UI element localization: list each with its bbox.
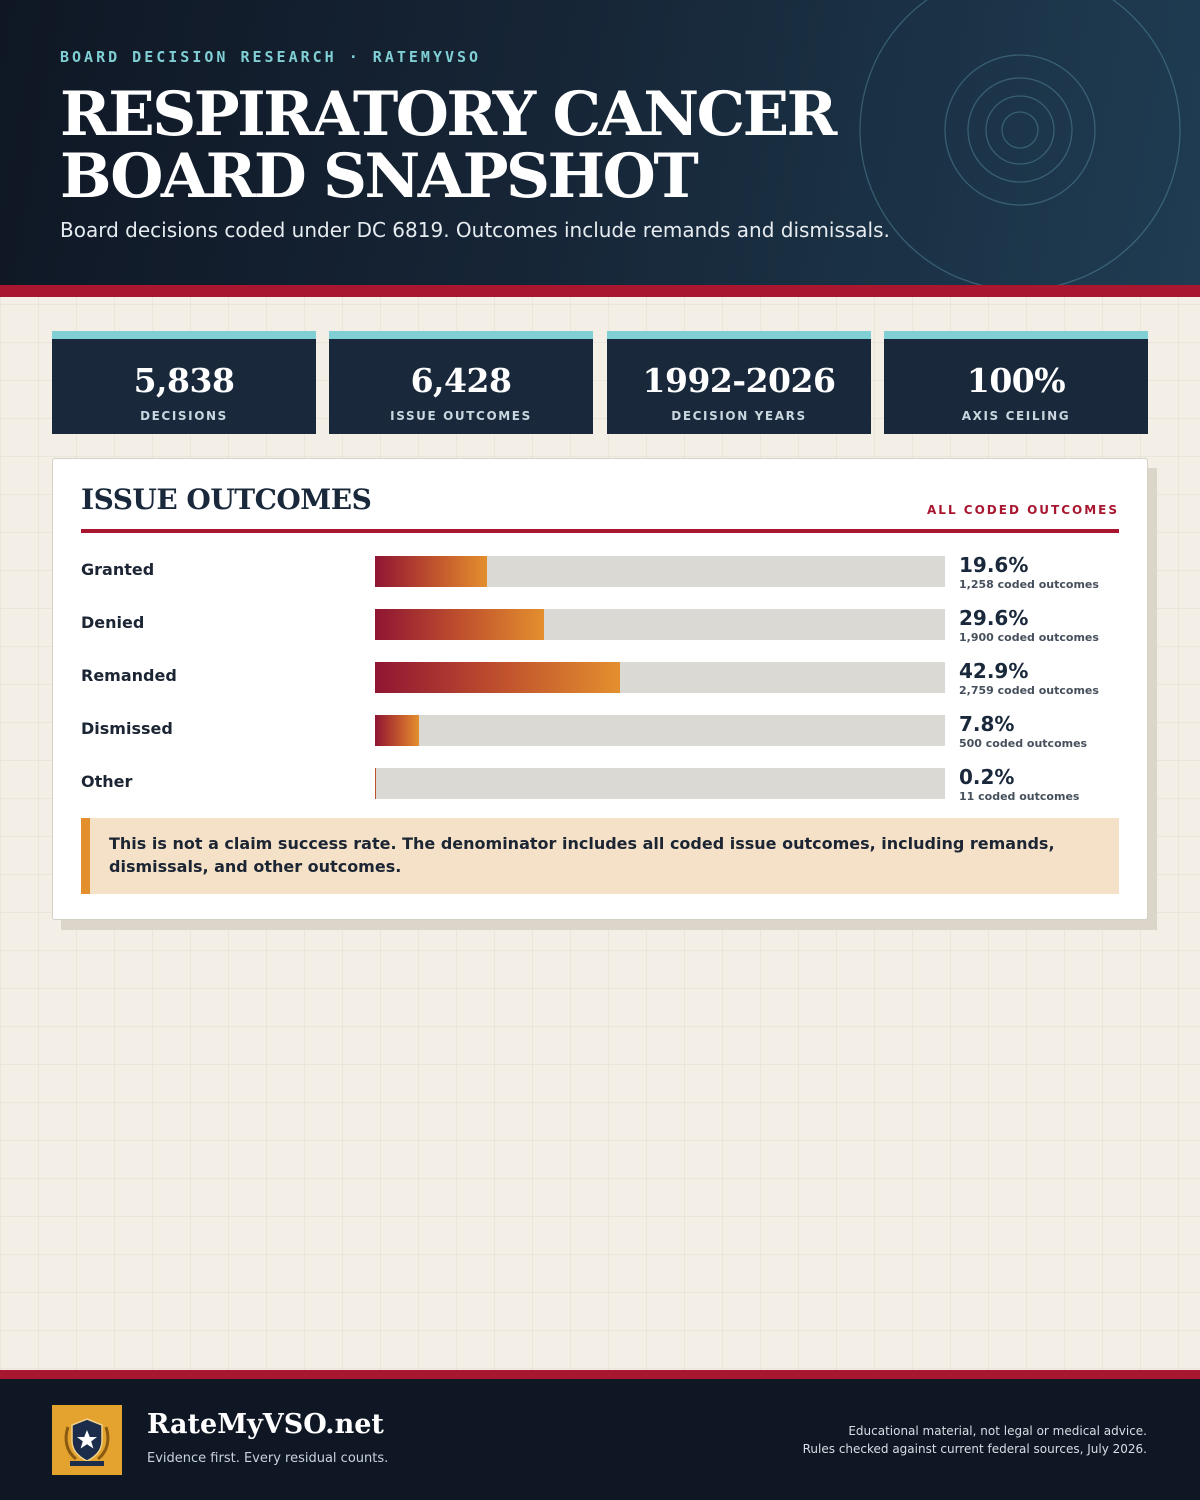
stat-label: AXIS CEILING xyxy=(961,409,1071,423)
stat-card-issue-outcomes: 6,428 ISSUE OUTCOMES xyxy=(329,331,593,434)
bar-track xyxy=(375,609,945,640)
bar-value-label: 7.8% xyxy=(959,712,1015,736)
bar-row: Remanded 42.9% 2,759 coded outcomes xyxy=(53,659,1149,710)
header-divider xyxy=(0,285,1200,297)
stat-value: 100% xyxy=(966,361,1066,400)
page-title-line-2: BOARD SNAPSHOT xyxy=(60,141,699,212)
footer-disclaimer: Educational material, not legal or medic… xyxy=(803,1422,1147,1458)
footer-divider xyxy=(0,1370,1200,1379)
stat-card-axis-ceiling: 100% AXIS CEILING xyxy=(884,331,1148,434)
stat-label: DECISIONS xyxy=(140,409,228,423)
page-title: RESPIRATORY CANCER BOARD SNAPSHOT xyxy=(60,79,837,212)
bar-track xyxy=(375,556,945,587)
bar xyxy=(375,662,620,693)
bar-row: Dismissed 7.8% 500 coded outcomes xyxy=(53,712,1149,763)
header-banner: BOARD DECISION RESEARCH · RATEMYVSO RESP… xyxy=(0,0,1200,285)
bar-value-label: 42.9% xyxy=(959,659,1029,683)
bar-category-label: Denied xyxy=(81,613,145,632)
kicker: BOARD DECISION RESEARCH · RATEMYVSO xyxy=(60,48,482,66)
bar-row: Other 0.2% 11 coded outcomes xyxy=(53,765,1149,816)
bar-value-label: 0.2% xyxy=(959,765,1015,789)
decorative-rings-icon xyxy=(859,0,1181,285)
bar-count-label: 500 coded outcomes xyxy=(959,737,1088,750)
shield-star-emblem-icon xyxy=(52,1405,122,1475)
bar-value-label: 29.6% xyxy=(959,606,1029,630)
stat-card-decisions: 5,838 DECISIONS xyxy=(52,331,316,434)
disclaimer-line-2: Rules checked against current federal so… xyxy=(802,1442,1147,1456)
stat-label: DECISION YEARS xyxy=(671,409,807,423)
bar-count-label: 1,258 coded outcomes xyxy=(959,578,1099,591)
stat-value: 6,428 xyxy=(410,361,512,400)
bar-track xyxy=(375,715,945,746)
bar xyxy=(375,556,487,587)
bar-row: Denied 29.6% 1,900 coded outcomes xyxy=(53,606,1149,657)
bar-row: Granted 19.6% 1,258 coded outcomes xyxy=(53,553,1149,604)
bar-category-label: Dismissed xyxy=(81,719,173,738)
disclaimer-note: This is not a claim success rate. The de… xyxy=(81,818,1119,894)
bar-value-label: 19.6% xyxy=(959,553,1029,577)
bar-track xyxy=(375,662,945,693)
panel-divider xyxy=(81,529,1119,533)
issue-outcomes-panel: ISSUE OUTCOMES ALL CODED OUTCOMES Grante… xyxy=(52,458,1148,920)
bar-category-label: Other xyxy=(81,772,133,791)
panel-title: ISSUE OUTCOMES xyxy=(81,483,372,516)
page-subtitle: Board decisions coded under DC 6819. Out… xyxy=(60,218,890,242)
bar-category-label: Remanded xyxy=(81,666,177,685)
bar-track xyxy=(375,768,945,799)
panel-tag: ALL CODED OUTCOMES xyxy=(927,503,1119,517)
bar-category-label: Granted xyxy=(81,560,155,579)
bar-count-label: 11 coded outcomes xyxy=(959,790,1080,803)
disclaimer-line-1: Educational material, not legal or medic… xyxy=(848,1424,1147,1438)
stat-label: ISSUE OUTCOMES xyxy=(390,409,532,423)
stat-card-decision-years: 1992-2026 DECISION YEARS xyxy=(607,331,871,434)
bar-count-label: 1,900 coded outcomes xyxy=(959,631,1099,644)
stat-value: 5,838 xyxy=(133,361,235,400)
brand-tagline: Evidence first. Every residual counts. xyxy=(147,1451,389,1466)
bar xyxy=(375,715,420,746)
page-title-line-1: RESPIRATORY CANCER xyxy=(60,79,837,150)
footer: RateMyVSO.net Evidence first. Every resi… xyxy=(0,1379,1200,1500)
bar xyxy=(375,768,377,799)
bar-count-label: 2,759 coded outcomes xyxy=(959,684,1099,697)
stat-value: 1992-2026 xyxy=(642,361,836,400)
bar xyxy=(375,609,544,640)
brand-name: RateMyVSO.net xyxy=(147,1409,384,1440)
